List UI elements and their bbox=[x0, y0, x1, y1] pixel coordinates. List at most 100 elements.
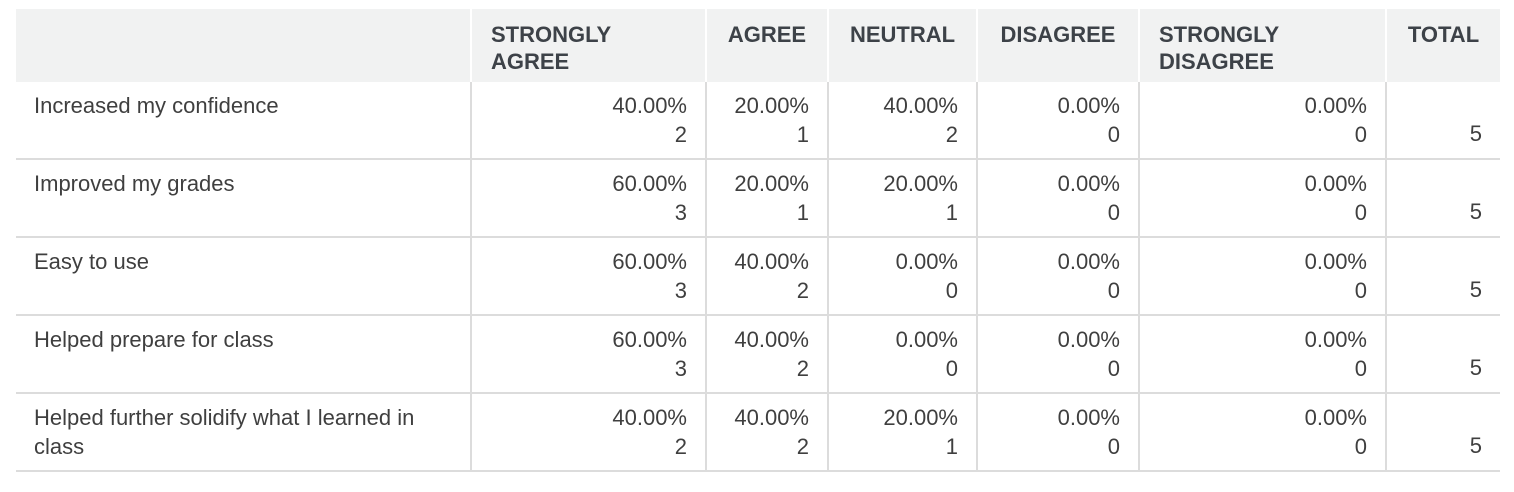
cell-agree: 20.00% 1 bbox=[705, 160, 827, 238]
cell-count: 2 bbox=[796, 434, 809, 459]
cell-strongly-disagree: 0.00% 0 bbox=[1138, 316, 1385, 394]
cell-percent: 0.00% bbox=[1304, 405, 1367, 430]
cell-count: 2 bbox=[796, 278, 809, 303]
row-label: Improved my grades bbox=[16, 160, 470, 238]
cell-disagree: 0.00% 0 bbox=[976, 238, 1138, 316]
cell-count: 1 bbox=[796, 122, 809, 147]
cell-percent: 40.00% bbox=[734, 249, 809, 274]
row-label: Helped further solidify what I learned i… bbox=[16, 394, 470, 472]
cell-percent: 60.00% bbox=[612, 249, 687, 274]
cell-percent: 40.00% bbox=[734, 405, 809, 430]
cell-count: 3 bbox=[674, 356, 687, 381]
cell-percent: 20.00% bbox=[734, 171, 809, 196]
cell-count: 1 bbox=[796, 200, 809, 225]
cell-neutral: 20.00% 1 bbox=[827, 160, 976, 238]
cell-count: 1 bbox=[945, 434, 958, 459]
cell-agree: 40.00% 2 bbox=[705, 394, 827, 472]
cell-percent: 0.00% bbox=[1057, 405, 1120, 430]
cell-percent: 0.00% bbox=[1057, 93, 1120, 118]
row-label: Helped prepare for class bbox=[16, 316, 470, 394]
cell-count: 2 bbox=[674, 122, 687, 147]
header-total: TOTAL bbox=[1385, 9, 1500, 82]
cell-percent: 0.00% bbox=[1057, 171, 1120, 196]
cell-percent: 0.00% bbox=[1304, 327, 1367, 352]
cell-strongly-disagree: 0.00% 0 bbox=[1138, 238, 1385, 316]
header-neutral: NEUTRAL bbox=[827, 9, 976, 82]
cell-strongly-agree: 60.00% 3 bbox=[470, 238, 705, 316]
cell-disagree: 0.00% 0 bbox=[976, 160, 1138, 238]
table-row: Helped prepare for class 60.00% 3 40.00% 2… bbox=[16, 316, 1500, 394]
cell-total: 5 bbox=[1385, 82, 1500, 160]
cell-total: 5 bbox=[1385, 238, 1500, 316]
cell-count: 0 bbox=[945, 278, 958, 303]
cell-count: 0 bbox=[1354, 122, 1367, 147]
table-row: Increased my confidence 40.00% 2 20.00% 1 … bbox=[16, 82, 1500, 160]
cell-count: 0 bbox=[1354, 356, 1367, 381]
cell-percent: 20.00% bbox=[883, 405, 958, 430]
cell-count: 0 bbox=[1107, 434, 1120, 459]
cell-count: 3 bbox=[674, 278, 687, 303]
cell-disagree: 0.00% 0 bbox=[976, 82, 1138, 160]
cell-percent: 40.00% bbox=[612, 405, 687, 430]
cell-percent: 0.00% bbox=[1057, 249, 1120, 274]
header-disagree: DISAGREE bbox=[976, 9, 1138, 82]
header-row: STRONGLY AGREE AGREE NEUTRAL DISAGREE ST… bbox=[16, 9, 1500, 82]
cell-percent: 40.00% bbox=[612, 93, 687, 118]
cell-count: 2 bbox=[945, 122, 958, 147]
cell-neutral: 0.00% 0 bbox=[827, 316, 976, 394]
cell-strongly-agree: 40.00% 2 bbox=[470, 394, 705, 472]
cell-count: 0 bbox=[945, 356, 958, 381]
cell-disagree: 0.00% 0 bbox=[976, 394, 1138, 472]
cell-total: 5 bbox=[1385, 316, 1500, 394]
cell-count: 0 bbox=[1354, 278, 1367, 303]
cell-neutral: 0.00% 0 bbox=[827, 238, 976, 316]
cell-count: 2 bbox=[796, 356, 809, 381]
cell-count: 0 bbox=[1107, 200, 1120, 225]
cell-count: 0 bbox=[1107, 122, 1120, 147]
cell-percent: 0.00% bbox=[895, 249, 958, 274]
cell-count: 3 bbox=[674, 200, 687, 225]
cell-percent: 40.00% bbox=[734, 327, 809, 352]
row-label: Increased my confidence bbox=[16, 82, 470, 160]
cell-total: 5 bbox=[1385, 394, 1500, 472]
cell-disagree: 0.00% 0 bbox=[976, 316, 1138, 394]
cell-strongly-agree: 40.00% 2 bbox=[470, 82, 705, 160]
cell-percent: 0.00% bbox=[1304, 249, 1367, 274]
cell-agree: 40.00% 2 bbox=[705, 238, 827, 316]
cell-percent: 0.00% bbox=[1057, 327, 1120, 352]
cell-total: 5 bbox=[1385, 160, 1500, 238]
cell-count: 0 bbox=[1107, 356, 1120, 381]
cell-neutral: 40.00% 2 bbox=[827, 82, 976, 160]
cell-percent: 0.00% bbox=[1304, 171, 1367, 196]
cell-count: 1 bbox=[945, 200, 958, 225]
header-agree: AGREE bbox=[705, 9, 827, 82]
cell-percent: 0.00% bbox=[895, 327, 958, 352]
cell-agree: 40.00% 2 bbox=[705, 316, 827, 394]
cell-percent: 20.00% bbox=[883, 171, 958, 196]
table-row: Helped further solidify what I learned i… bbox=[16, 394, 1500, 472]
table-row: Improved my grades 60.00% 3 20.00% 1 20.00… bbox=[16, 160, 1500, 238]
header-strongly-agree: STRONGLY AGREE bbox=[470, 9, 705, 82]
cell-neutral: 20.00% 1 bbox=[827, 394, 976, 472]
survey-results-table: STRONGLY AGREE AGREE NEUTRAL DISAGREE ST… bbox=[16, 9, 1500, 472]
cell-count: 0 bbox=[1354, 200, 1367, 225]
header-strongly-disagree: STRONGLY DISAGREE bbox=[1138, 9, 1385, 82]
table-body: Increased my confidence 40.00% 2 20.00% 1 … bbox=[16, 82, 1500, 472]
cell-percent: 40.00% bbox=[883, 93, 958, 118]
cell-count: 2 bbox=[674, 434, 687, 459]
cell-count: 0 bbox=[1354, 434, 1367, 459]
cell-percent: 0.00% bbox=[1304, 93, 1367, 118]
cell-agree: 20.00% 1 bbox=[705, 82, 827, 160]
cell-strongly-agree: 60.00% 3 bbox=[470, 160, 705, 238]
cell-percent: 60.00% bbox=[612, 171, 687, 196]
cell-strongly-agree: 60.00% 3 bbox=[470, 316, 705, 394]
table-row: Easy to use 60.00% 3 40.00% 2 0.00% 0 0.00%… bbox=[16, 238, 1500, 316]
row-label: Easy to use bbox=[16, 238, 470, 316]
cell-percent: 60.00% bbox=[612, 327, 687, 352]
cell-strongly-disagree: 0.00% 0 bbox=[1138, 82, 1385, 160]
header-blank bbox=[16, 9, 470, 82]
cell-percent: 20.00% bbox=[734, 93, 809, 118]
cell-count: 0 bbox=[1107, 278, 1120, 303]
cell-strongly-disagree: 0.00% 0 bbox=[1138, 394, 1385, 472]
